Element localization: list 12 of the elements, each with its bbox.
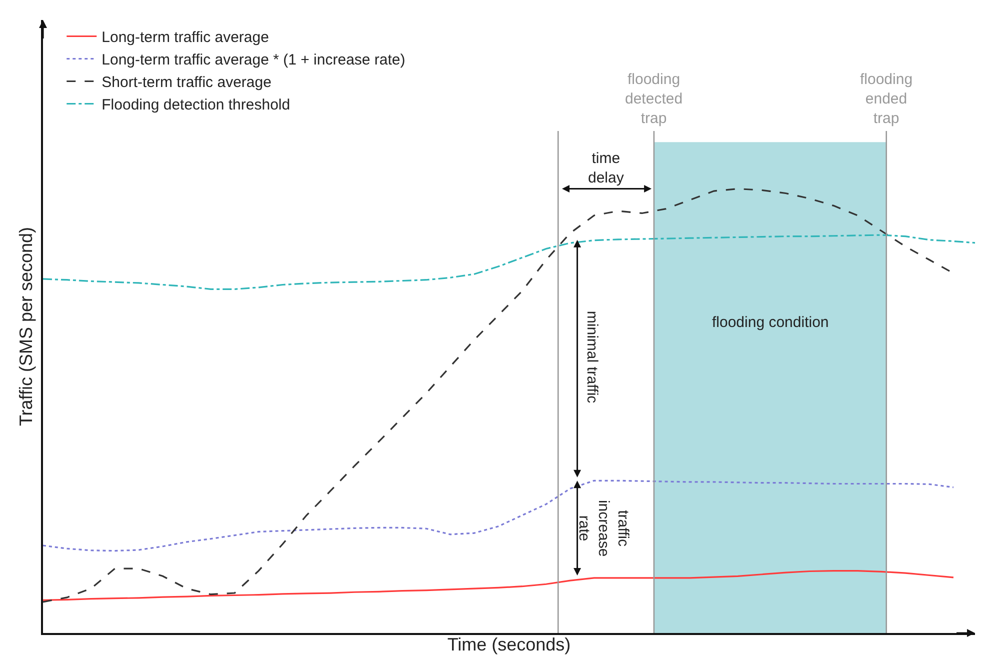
legend-label: Flooding detection threshold [102,96,290,114]
y-axis-title: Traffic (SMS per second) [16,226,36,426]
annotation: traffic increase rate [575,500,632,557]
x-axis-title: Time (seconds) [447,634,571,654]
annotation: minimal traffic [583,310,600,404]
legend-label: Long-term traffic average * (1 + increase rate) [102,52,406,69]
legend-label: Short-term traffic average [102,74,272,92]
text: flooding ended trap [860,71,913,127]
legend-label: Long-term traffic average [102,29,269,46]
text: flooding detected trap [625,71,683,127]
annotation: flooding condition [712,314,829,331]
text: time delay [588,150,624,186]
